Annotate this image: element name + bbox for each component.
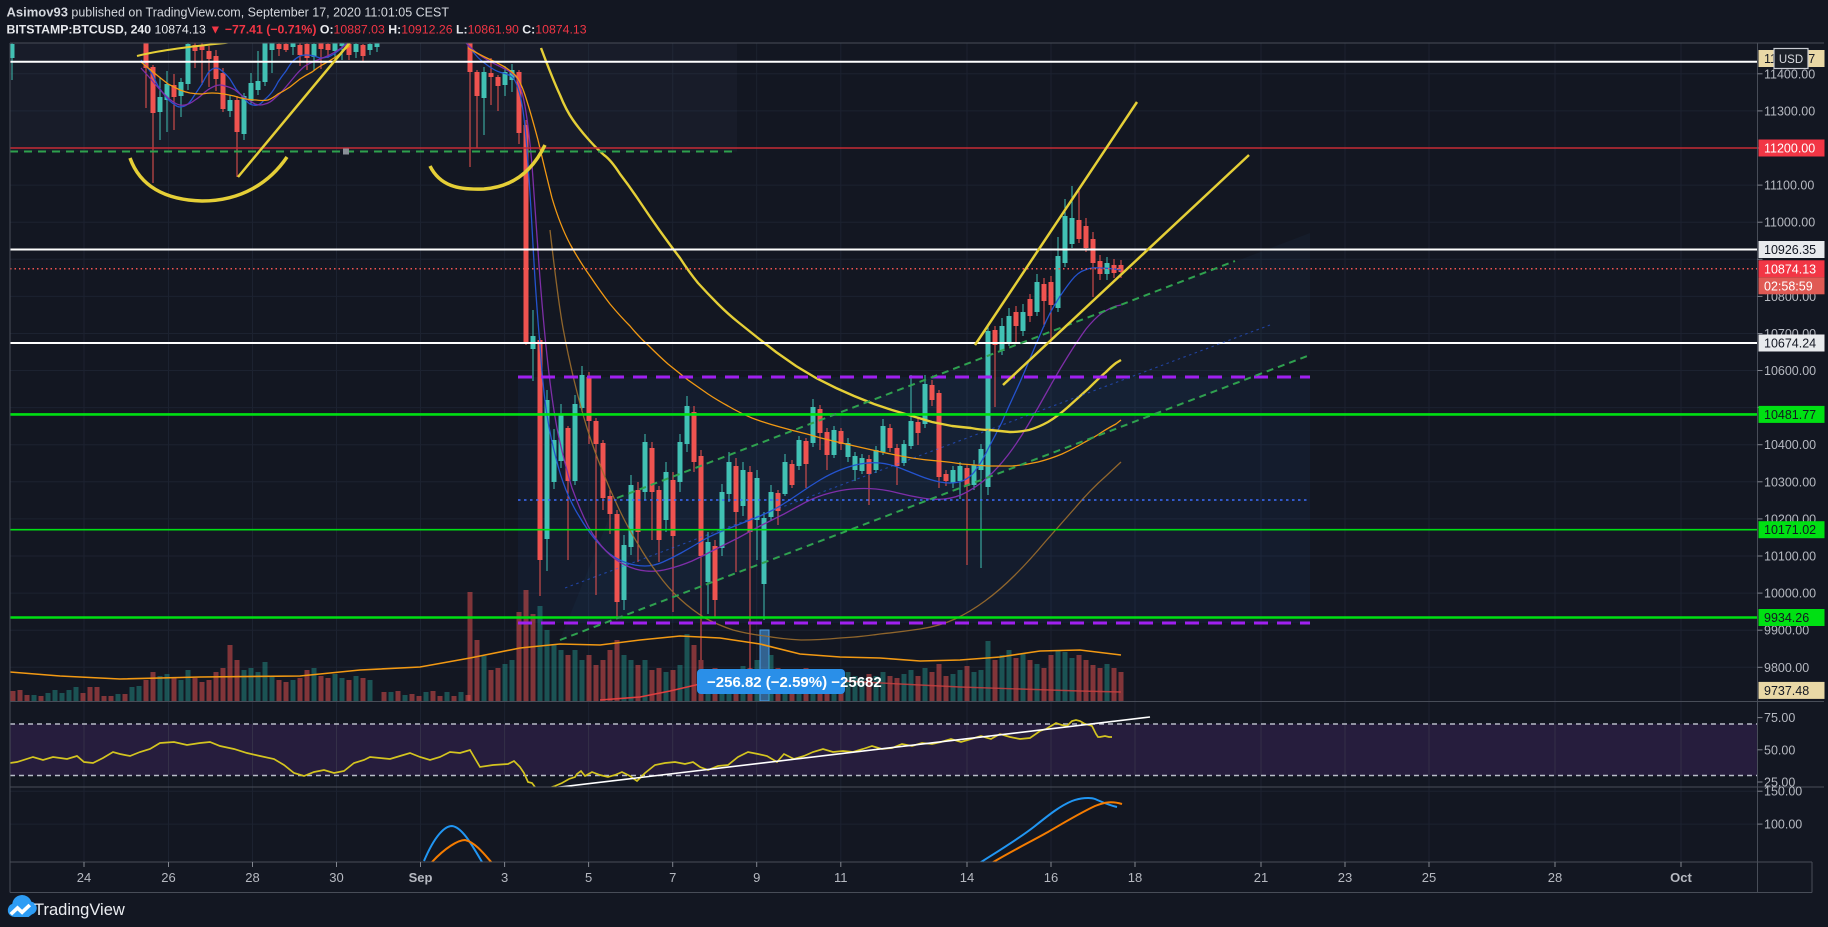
svg-text:02:58:59: 02:58:59: [1764, 279, 1813, 293]
svg-text:11300.00: 11300.00: [1764, 104, 1815, 118]
svg-text:11100.00: 11100.00: [1764, 179, 1814, 193]
svg-text:10481.77: 10481.77: [1764, 408, 1816, 422]
svg-text:10171.02: 10171.02: [1764, 523, 1816, 537]
svg-text:−256.82 (−2.59%) −25682: −256.82 (−2.59%) −25682: [707, 674, 882, 691]
svg-text:11: 11: [834, 870, 848, 885]
svg-text:TradingView: TradingView: [34, 901, 125, 919]
svg-text:Sep: Sep: [409, 870, 433, 885]
svg-text:10100.00: 10100.00: [1764, 550, 1816, 564]
svg-text:USD: USD: [1779, 54, 1803, 66]
svg-text:9737.48: 9737.48: [1764, 684, 1809, 698]
svg-text:28: 28: [245, 870, 259, 885]
svg-text:9934.26: 9934.26: [1764, 611, 1809, 625]
svg-text:30: 30: [329, 870, 343, 885]
svg-text:24: 24: [77, 870, 91, 885]
svg-text:16: 16: [1044, 870, 1058, 885]
svg-text:26: 26: [161, 870, 175, 885]
svg-text:10874.13: 10874.13: [1764, 262, 1816, 276]
svg-text:75.00: 75.00: [1764, 711, 1795, 725]
svg-text:9900.00: 9900.00: [1764, 624, 1809, 638]
svg-text:11000.00: 11000.00: [1764, 216, 1815, 230]
svg-text:9: 9: [753, 870, 760, 885]
svg-text:Asimov93 published on TradingV: Asimov93 published on TradingView.com, S…: [7, 5, 450, 20]
svg-text:BITSTAMP:BTCUSD, 240 10874.13: BITSTAMP:BTCUSD, 240 10874.13 ▼ −77.41 (…: [7, 23, 587, 37]
svg-text:18: 18: [1128, 870, 1142, 885]
svg-text:21: 21: [1254, 870, 1268, 885]
svg-text:10400.00: 10400.00: [1764, 438, 1816, 452]
svg-text:5: 5: [585, 870, 592, 885]
svg-text:10926.35: 10926.35: [1764, 243, 1816, 257]
svg-text:10674.24: 10674.24: [1764, 337, 1816, 351]
svg-text:10300.00: 10300.00: [1764, 475, 1816, 489]
svg-text:50.00: 50.00: [1764, 743, 1795, 757]
svg-text:11400.00: 11400.00: [1764, 67, 1815, 81]
svg-text:3: 3: [501, 870, 508, 885]
svg-text:7: 7: [669, 870, 676, 885]
svg-text:10000.00: 10000.00: [1764, 587, 1816, 601]
svg-text:150.00: 150.00: [1764, 785, 1802, 799]
svg-text:100.00: 100.00: [1764, 818, 1802, 832]
svg-text:28: 28: [1548, 870, 1562, 885]
svg-text:Oct: Oct: [1670, 870, 1692, 885]
svg-text:10600.00: 10600.00: [1764, 364, 1816, 378]
svg-text:11200.00: 11200.00: [1764, 142, 1815, 156]
svg-text:9800.00: 9800.00: [1764, 661, 1809, 675]
svg-text:25: 25: [1422, 870, 1436, 885]
svg-text:23: 23: [1338, 870, 1352, 885]
svg-text:14: 14: [960, 870, 974, 885]
svg-text:25.00: 25.00: [1764, 776, 1795, 790]
